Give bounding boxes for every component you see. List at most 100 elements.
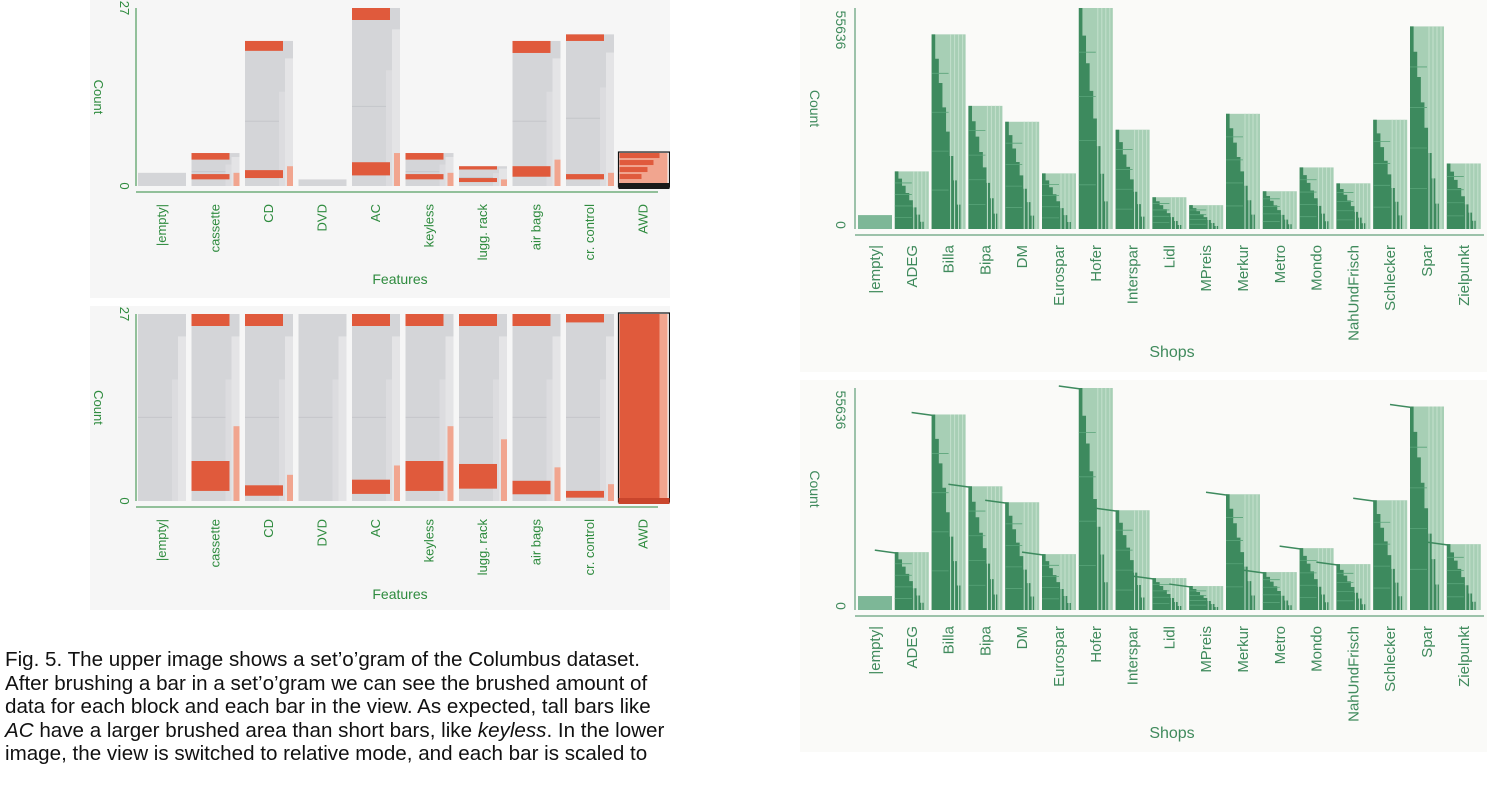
brushed-edge [448,173,454,186]
brushed-block [620,160,654,165]
x-tick-label: MPreis [1198,245,1215,292]
x-tick-label: cassette [208,519,223,567]
brushed-block [566,314,604,322]
block-divider [138,417,172,418]
features-chart-upper-panel: 0 27 Count |empty| cassette CD DVD AC keyless lug… [90,0,670,298]
x-tick-label: AWD [636,204,651,234]
block-divider [192,171,226,172]
x-tick-label: Merkur [1235,626,1252,673]
brushed-block [620,174,642,179]
block-divider [192,417,226,418]
brushed-edge [234,426,240,501]
x-tick-label: AWD [636,519,651,549]
block-divider [245,121,279,122]
brushed-block [245,314,283,326]
bar-step [339,336,347,501]
y-axis-label: Count [91,390,106,425]
brushed-block [459,166,497,169]
features-chart-lower-panel: 0 27 Count |empty| cassette CD DVD AC keyless lug… [90,306,670,610]
x-tick-label: cassette [208,204,223,252]
x-tick-label: Billa [941,244,958,273]
brushed-block [620,167,648,172]
block-divider [459,417,493,418]
brushed-edge [501,179,507,186]
x-tick-label: DVD [315,204,330,231]
bar-slope [1280,546,1302,549]
brushed-block [513,481,551,494]
y-axis-label: Count [91,80,106,115]
block-divider [406,171,440,172]
brushed-block [352,8,390,20]
x-tick-label: ADEG [904,626,921,669]
brushed-block [513,314,551,326]
brushed-block [513,166,551,177]
shops-chart-upper: 0 55636 Count |empty| ADEG Billa Bipa DM Eurospa… [800,0,1487,372]
brushed-block [192,461,230,491]
caption-text: . In the lower [546,719,664,742]
features-chart-upper: 0 27 Count |empty| cassette CD DVD AC keyless lug… [90,0,670,298]
block-divider [566,118,600,119]
x-tick-label: Mondo [1309,245,1326,291]
brushed-edge [501,439,507,501]
x-tick-label: |empty| [867,245,884,294]
x-tick-label: Schlecker [1382,245,1399,311]
bar-step [600,87,606,186]
bar-slope [1353,498,1375,501]
x-axis-label: Features [372,271,427,287]
x-tick-label: Interspar [1125,245,1142,304]
block-divider [352,417,386,418]
block-divider [459,177,493,178]
x-tick-label: Spar [1419,626,1436,658]
block-divider [513,121,547,122]
brushed-block [620,153,660,158]
brushed-block [406,153,444,160]
brushed-edge [555,467,561,501]
brushed-block [192,153,230,160]
x-tick-label: AC [368,204,383,222]
brushed-block [459,314,497,326]
x-tick-label: Interspar [1125,626,1142,685]
bar-step [178,336,186,501]
x-tick-label: DVD [315,519,330,546]
caption-em-keyless: keyless [478,719,547,742]
x-tick-label: air bags [529,204,544,251]
brushed-edge [608,173,614,186]
brushed-edge [448,426,454,501]
block-divider [352,106,386,107]
brushed-block [566,34,604,41]
x-tick-label: Lidl [1161,626,1178,649]
brushed-block [566,174,604,179]
caption-line: AC have a larger brushed area than short… [5,719,765,743]
brushed-block [352,314,390,326]
bar [299,179,347,186]
x-tick-label: Spar [1419,245,1436,277]
x-tick-label: Hofer [1088,245,1105,282]
bar-step [606,336,614,501]
caption-line: data for each block and each bar in the … [5,695,765,719]
brushed-block [245,41,283,51]
x-tick-label: Eurospar [1051,626,1068,687]
selection-handle-bar [619,183,670,189]
x-tick-label: DM [1014,626,1031,649]
bar-step [606,53,614,186]
bar-slope [875,550,897,553]
bar-step [600,379,606,501]
brushed-block [513,41,551,53]
brushed-block [245,170,283,178]
brushed-edge [608,484,614,501]
shops-chart-upper-panel: 0 55636 Count |empty| ADEG Billa Bipa DM Eurospa… [800,0,1487,372]
x-tick-label: AC [368,519,383,537]
x-tick-label: lugg. rack [475,519,490,576]
y-tick-label: 0 [117,182,132,189]
x-tick-label: Metro [1272,626,1289,664]
x-tick-label: cr. control [582,519,597,575]
x-tick-label: lugg. rack [475,204,490,261]
block-divider [299,417,333,418]
x-tick-label: keyless [422,204,437,248]
y-tick-label: 0 [833,602,849,610]
brushed-block [245,485,283,495]
brushed-edge [394,465,400,501]
x-tick-label: CD [261,519,276,538]
x-tick-label: cr. control [582,204,597,260]
x-tick-label: Mondo [1309,626,1326,672]
